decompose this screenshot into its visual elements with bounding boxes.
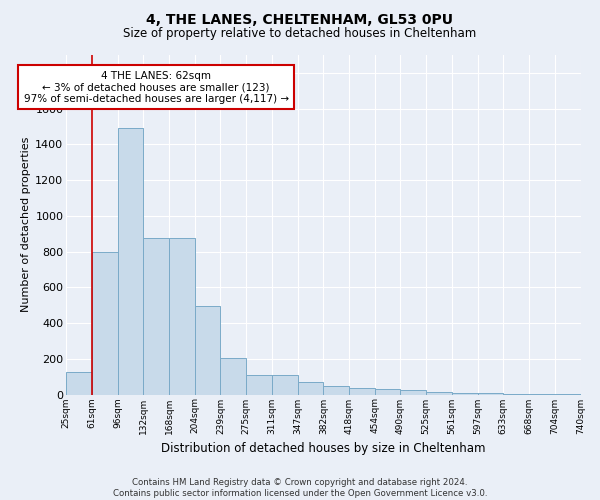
- Bar: [452, 392, 478, 394]
- Bar: [478, 393, 503, 394]
- Text: Size of property relative to detached houses in Cheltenham: Size of property relative to detached ho…: [124, 28, 476, 40]
- Text: 4, THE LANES, CHELTENHAM, GL53 0PU: 4, THE LANES, CHELTENHAM, GL53 0PU: [146, 12, 454, 26]
- Bar: [92, 252, 118, 394]
- Bar: [349, 388, 375, 394]
- Bar: [195, 306, 220, 394]
- Bar: [298, 382, 323, 394]
- Bar: [169, 238, 195, 394]
- Text: 4 THE LANES: 62sqm
← 3% of detached houses are smaller (123)
97% of semi-detache: 4 THE LANES: 62sqm ← 3% of detached hous…: [23, 70, 289, 104]
- Bar: [143, 238, 169, 394]
- Bar: [400, 390, 426, 394]
- X-axis label: Distribution of detached houses by size in Cheltenham: Distribution of detached houses by size …: [161, 442, 485, 455]
- Bar: [323, 386, 349, 394]
- Bar: [66, 372, 92, 394]
- Bar: [375, 389, 400, 394]
- Text: Contains HM Land Registry data © Crown copyright and database right 2024.
Contai: Contains HM Land Registry data © Crown c…: [113, 478, 487, 498]
- Bar: [246, 375, 272, 394]
- Bar: [426, 392, 452, 394]
- Bar: [272, 375, 298, 394]
- Bar: [220, 358, 246, 395]
- Y-axis label: Number of detached properties: Number of detached properties: [21, 137, 31, 312]
- Bar: [118, 128, 143, 394]
